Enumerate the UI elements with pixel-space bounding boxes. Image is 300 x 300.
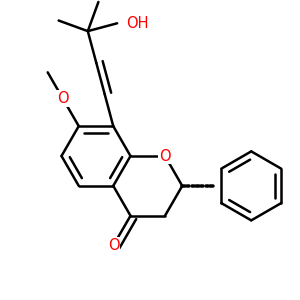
Text: O: O <box>108 238 119 253</box>
Text: O: O <box>159 148 171 164</box>
Text: O: O <box>57 91 69 106</box>
Text: OH: OH <box>126 16 148 31</box>
